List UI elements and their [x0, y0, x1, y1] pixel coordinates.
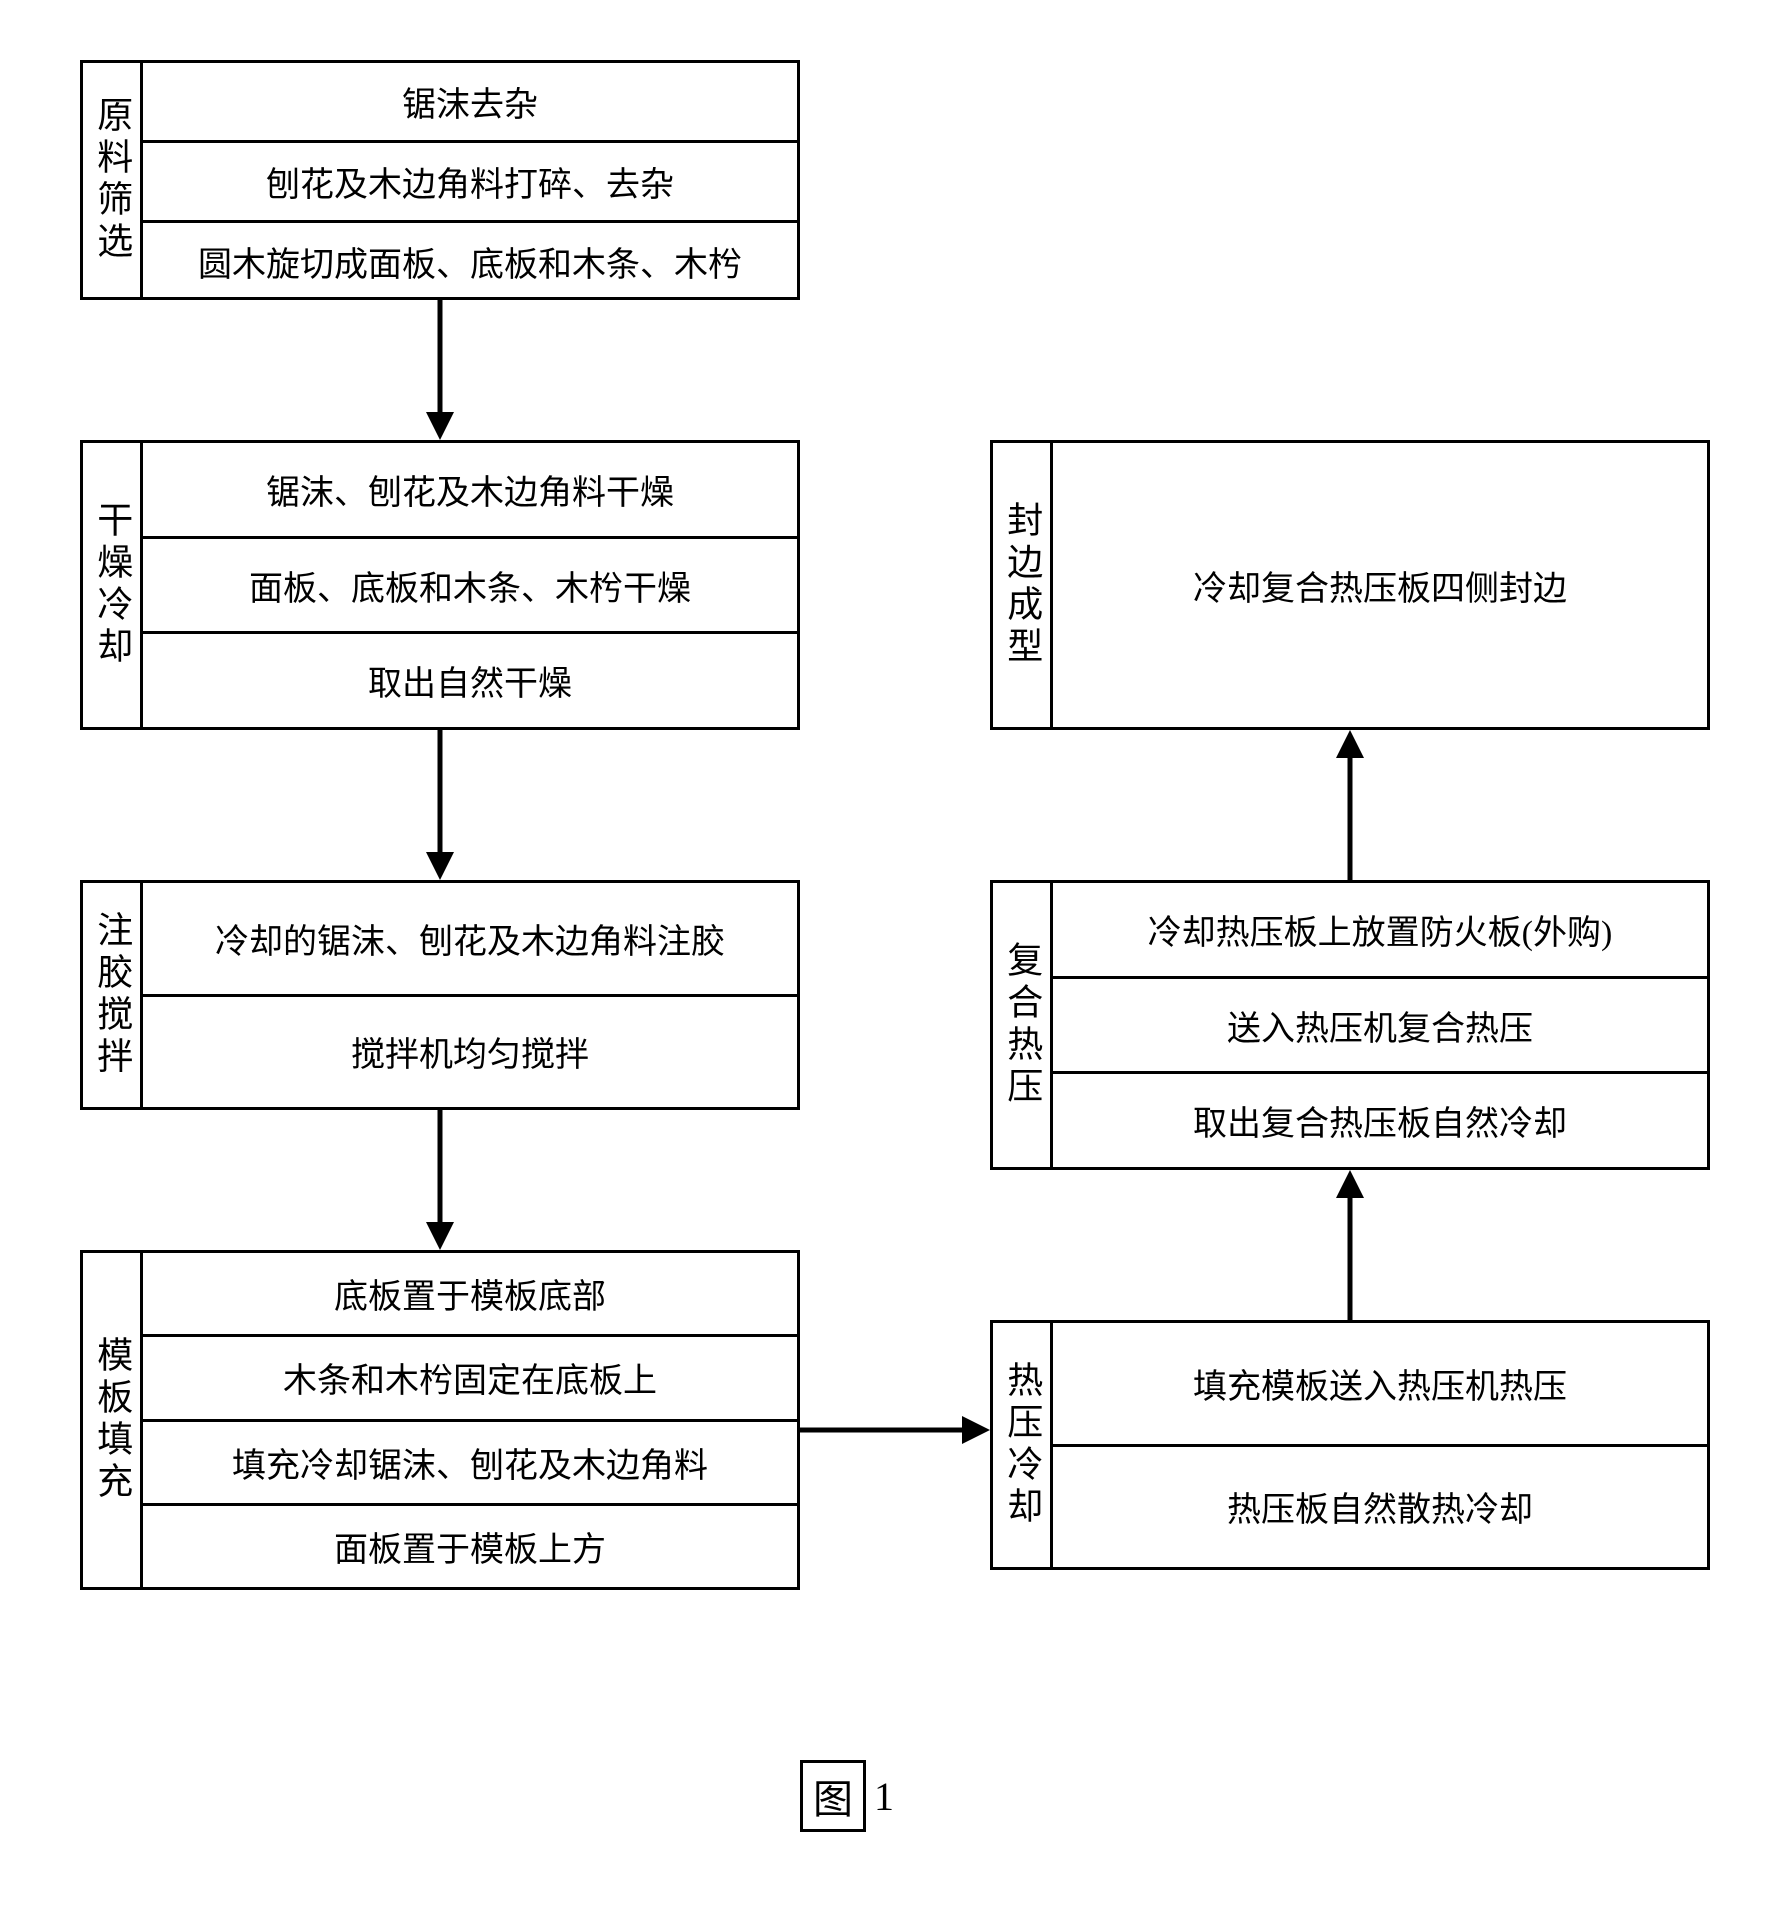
step-row: 刨花及木边角料打碎、去杂 — [143, 143, 797, 223]
arrow-up-icon — [1330, 730, 1370, 880]
step-row: 取出自然干燥 — [143, 634, 797, 727]
step-label: 复合热压 — [993, 883, 1053, 1167]
step-rows: 冷却热压板上放置防火板(外购) 送入热压机复合热压 取出复合热压板自然冷却 — [1053, 883, 1707, 1167]
arrow-down-icon — [420, 1110, 460, 1250]
step-drying-cooling: 干燥冷却 锯沫、刨花及木边角料干燥 面板、底板和木条、木枍干燥 取出自然干燥 — [80, 440, 800, 730]
arrow-down-icon — [420, 300, 460, 440]
step-row: 冷却的锯沫、刨花及木边角料注胶 — [143, 883, 797, 997]
step-row: 填充模板送入热压机热压 — [1053, 1323, 1707, 1447]
step-row: 底板置于模板底部 — [143, 1253, 797, 1337]
step-rows: 填充模板送入热压机热压 热压板自然散热冷却 — [1053, 1323, 1707, 1567]
step-label: 模板填充 — [83, 1253, 143, 1587]
step-rows: 底板置于模板底部 木条和木枍固定在底板上 填充冷却锯沫、刨花及木边角料 面板置于… — [143, 1253, 797, 1587]
step-row: 送入热压机复合热压 — [1053, 979, 1707, 1075]
step-rows: 冷却复合热压板四侧封边 — [1053, 443, 1707, 727]
step-row: 锯沫去杂 — [143, 63, 797, 143]
step-row: 热压板自然散热冷却 — [1053, 1447, 1707, 1568]
step-rows: 锯沫、刨花及木边角料干燥 面板、底板和木条、木枍干燥 取出自然干燥 — [143, 443, 797, 727]
step-row: 面板置于模板上方 — [143, 1506, 797, 1587]
step-row: 取出复合热压板自然冷却 — [1053, 1074, 1707, 1167]
arrow-down-icon — [420, 730, 460, 880]
step-label: 热压冷却 — [993, 1323, 1053, 1567]
arrow-right-icon — [800, 1410, 990, 1450]
step-mold-filling: 模板填充 底板置于模板底部 木条和木枍固定在底板上 填充冷却锯沫、刨花及木边角料… — [80, 1250, 800, 1590]
flowchart-container: 原料筛选 锯沫去杂 刨花及木边角料打碎、去杂 圆木旋切成面板、底板和木条、木枍 … — [40, 40, 1735, 1890]
step-row: 冷却热压板上放置防火板(外购) — [1053, 883, 1707, 979]
step-raw-material: 原料筛选 锯沫去杂 刨花及木边角料打碎、去杂 圆木旋切成面板、底板和木条、木枍 — [80, 60, 800, 300]
step-row: 锯沫、刨花及木边角料干燥 — [143, 443, 797, 539]
step-edge-sealing: 封边成型 冷却复合热压板四侧封边 — [990, 440, 1710, 730]
step-row: 圆木旋切成面板、底板和木条、木枍 — [143, 223, 797, 300]
step-row: 面板、底板和木条、木枍干燥 — [143, 539, 797, 635]
step-label: 原料筛选 — [83, 63, 143, 297]
step-composite-hot-press: 复合热压 冷却热压板上放置防火板(外购) 送入热压机复合热压 取出复合热压板自然… — [990, 880, 1710, 1170]
step-glue-mixing: 注胶搅拌 冷却的锯沫、刨花及木边角料注胶 搅拌机均匀搅拌 — [80, 880, 800, 1110]
caption-prefix: 图 — [800, 1760, 866, 1832]
step-label: 注胶搅拌 — [83, 883, 143, 1107]
figure-caption: 图 1 — [800, 1760, 894, 1832]
step-hot-press-cooling: 热压冷却 填充模板送入热压机热压 热压板自然散热冷却 — [990, 1320, 1710, 1570]
caption-number: 1 — [874, 1773, 894, 1820]
step-rows: 冷却的锯沫、刨花及木边角料注胶 搅拌机均匀搅拌 — [143, 883, 797, 1107]
step-rows: 锯沫去杂 刨花及木边角料打碎、去杂 圆木旋切成面板、底板和木条、木枍 — [143, 63, 797, 297]
step-row: 填充冷却锯沫、刨花及木边角料 — [143, 1422, 797, 1506]
step-row: 冷却复合热压板四侧封边 — [1053, 443, 1707, 727]
step-row: 木条和木枍固定在底板上 — [143, 1337, 797, 1421]
arrow-up-icon — [1330, 1170, 1370, 1320]
step-label: 封边成型 — [993, 443, 1053, 727]
step-row: 搅拌机均匀搅拌 — [143, 997, 797, 1108]
step-label: 干燥冷却 — [83, 443, 143, 727]
